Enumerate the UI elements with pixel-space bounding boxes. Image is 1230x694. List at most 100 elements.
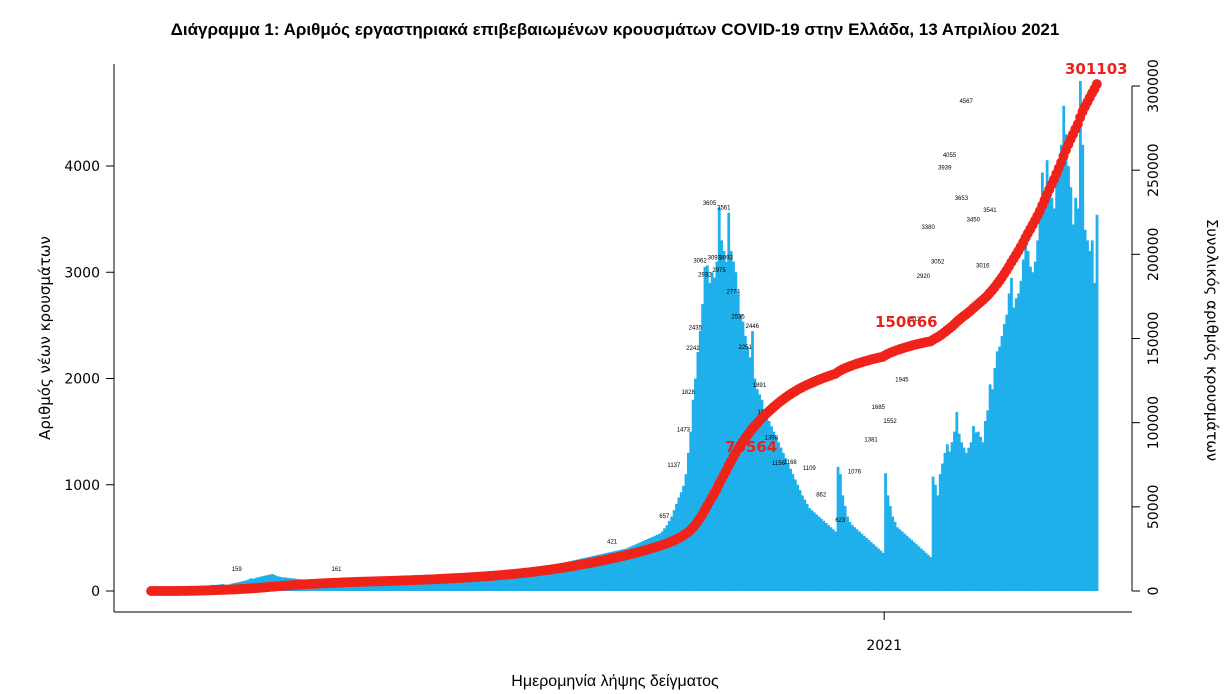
bar [708,282,712,592]
bar [1002,324,1006,591]
bar [625,548,628,591]
bar [801,495,804,592]
bar-data-label: 3653 [955,196,969,202]
bar [1012,307,1016,591]
bar [675,503,678,592]
bar [1081,144,1085,591]
bar [791,474,795,592]
bar [815,514,819,591]
y-tick-label: 1000 [64,478,100,494]
bar [831,529,835,592]
bar [477,578,481,591]
bar [782,452,785,592]
bar [518,572,522,591]
bar [955,411,959,591]
bar-data-label: 2774 [727,289,741,295]
bar [1048,187,1051,591]
bar [765,415,769,591]
bar [506,575,510,591]
y2-tick-label: 150000 [1146,312,1162,365]
bar [710,272,714,591]
bar [587,557,590,591]
bar [912,542,916,592]
bar [874,546,878,592]
bar-data-label: 2242 [686,346,700,352]
bar [466,579,469,591]
bar [513,573,517,591]
bar [551,564,555,591]
bar-data-label: 1109 [803,466,817,472]
bar [584,557,588,591]
bar [869,542,873,592]
bar [1019,280,1023,591]
bar [753,378,757,591]
bar [995,351,999,591]
bar-data-label: 2435 [689,325,703,331]
bar [1036,240,1040,592]
bar [665,525,669,592]
bar [473,579,476,591]
bar-data-label: 2535 [731,315,745,321]
bar [931,476,935,592]
bar [1040,172,1044,592]
bar [903,533,906,592]
y2-tick-label: 50000 [1146,485,1162,530]
bar [627,547,631,591]
bar [591,555,595,591]
bar [762,410,766,592]
bar [361,585,365,591]
bar [656,534,659,591]
bar-data-label: 2251 [738,345,752,351]
y-tick-label: 0 [91,584,100,600]
bar [962,447,966,591]
bar [941,463,944,591]
bar [382,585,386,591]
bar-data-label: 1156 [772,461,786,467]
bar [1062,105,1066,591]
bar-data-label: 1398 [765,435,779,441]
bar [408,584,412,591]
bar [779,447,783,591]
bar [1086,240,1089,592]
bar [532,569,536,591]
y2-tick-label: 200000 [1146,228,1162,281]
bar [751,331,754,591]
bar [641,541,645,591]
bar [413,584,417,591]
bar [694,378,697,591]
bar [1069,187,1073,591]
bar [993,367,997,592]
bar [891,516,895,592]
bar [385,585,388,591]
bar [622,549,626,591]
bar [387,585,391,591]
bar [691,399,695,591]
bar [499,576,503,591]
bar [394,584,398,591]
bar [853,527,857,591]
bar-series [157,81,1099,592]
bar [884,473,887,591]
bar [701,304,704,592]
bar-data-labels: 159 161 421 657 1137 1473 1828 2242 2435 3062 2932… [232,99,998,573]
bar [658,533,662,592]
bar-data-label: 1891 [753,383,767,389]
bar [639,542,643,592]
bar [594,555,598,591]
bar [720,240,724,592]
bar [542,567,545,591]
bar [953,431,956,592]
bar [924,552,928,591]
bar [817,516,821,592]
bar [544,566,548,591]
bar [577,559,581,592]
bar [563,562,567,591]
bar [347,584,350,591]
bar [988,384,992,591]
bar [344,583,348,591]
bar [646,538,650,591]
bar [1017,293,1020,591]
bar [755,389,759,592]
bar [1026,251,1030,591]
cumulative-point [1091,79,1102,90]
